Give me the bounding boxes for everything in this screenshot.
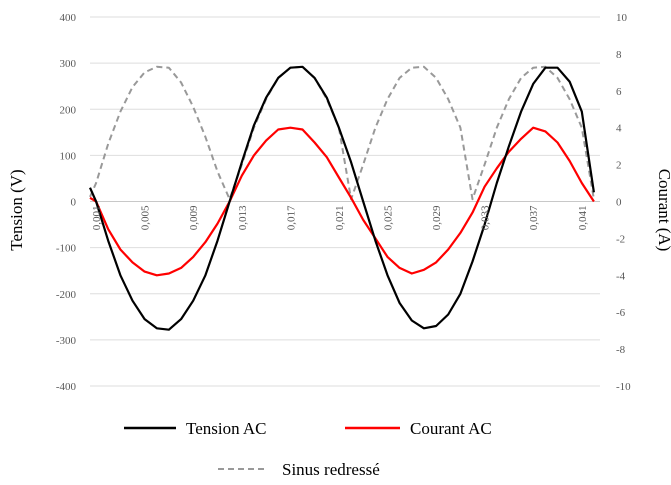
left-axis-ticks: 400 300 200 100 0 -100 -200 -300 -400 bbox=[56, 12, 77, 393]
x-tick-label: 0,025 bbox=[383, 205, 395, 230]
left-tick-label: 200 bbox=[60, 104, 77, 116]
x-tick-label: 0,001 bbox=[91, 206, 103, 231]
right-tick-label: -4 bbox=[616, 270, 626, 282]
x-tick-label: 0,017 bbox=[285, 205, 297, 230]
legend-label-courant-ac: Courant AC bbox=[410, 419, 492, 438]
x-tick-label: 0,033 bbox=[480, 205, 492, 230]
right-tick-label: -8 bbox=[616, 344, 626, 356]
right-tick-label: 10 bbox=[616, 12, 628, 24]
left-tick-label: 0 bbox=[71, 197, 77, 209]
x-tick-label: 0,005 bbox=[140, 205, 152, 230]
legend-label-tension-ac: Tension AC bbox=[186, 419, 267, 438]
left-tick-label: -300 bbox=[56, 335, 77, 347]
left-tick-label: 100 bbox=[60, 150, 77, 162]
x-tick-label: 0,013 bbox=[237, 205, 249, 230]
series-line-sinus-redress- bbox=[89, 65, 595, 201]
series-line-courant-ac bbox=[89, 126, 595, 277]
legend-label-sinus-redresse: Sinus redressé bbox=[282, 460, 380, 479]
left-tick-label: 400 bbox=[60, 12, 77, 24]
left-tick-label: -400 bbox=[56, 381, 77, 393]
right-tick-label: -10 bbox=[616, 381, 631, 393]
legend: Tension AC Courant AC Sinus redressé bbox=[124, 419, 492, 479]
x-tick-label: 0,009 bbox=[188, 205, 200, 230]
left-tick-label: -100 bbox=[56, 243, 77, 255]
right-tick-label: -6 bbox=[616, 307, 626, 319]
right-tick-label: 8 bbox=[616, 49, 622, 61]
right-tick-label: 2 bbox=[616, 160, 622, 172]
x-tick-label: 0,029 bbox=[431, 205, 443, 230]
right-tick-label: 6 bbox=[616, 86, 622, 98]
x-tick-label: 0,037 bbox=[528, 205, 540, 230]
grid-lines bbox=[90, 16, 600, 387]
x-tick-label: 0,041 bbox=[577, 206, 589, 231]
series-line-tension-ac bbox=[88, 65, 595, 331]
series-layer bbox=[88, 65, 595, 331]
left-tick-label: -200 bbox=[56, 289, 77, 301]
right-tick-label: -2 bbox=[616, 233, 625, 245]
left-axis-title: Tension (V) bbox=[7, 169, 26, 250]
left-tick-label: 300 bbox=[60, 58, 77, 70]
right-tick-label: 4 bbox=[616, 123, 622, 135]
x-tick-label: 0,021 bbox=[334, 206, 346, 231]
right-axis-ticks: 10 8 6 4 2 0 -2 -4 -6 -8 -10 bbox=[616, 12, 631, 393]
right-axis-title: Courant (A) bbox=[655, 169, 671, 252]
right-tick-label: 0 bbox=[616, 197, 622, 209]
x-tick-labels: 0,001 0,005 0,009 0,013 0,017 0,021 0,025 0,029… bbox=[91, 205, 589, 230]
